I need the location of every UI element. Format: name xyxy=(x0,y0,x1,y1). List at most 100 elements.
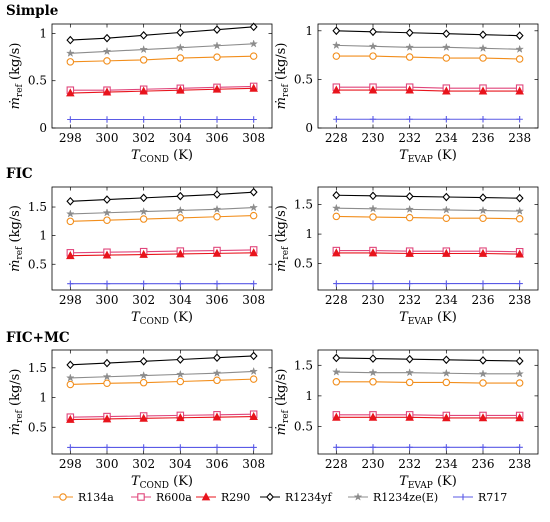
series-r290 xyxy=(332,248,524,258)
data-point-r717 xyxy=(479,444,487,451)
x-axis-label: TEVAP (K) xyxy=(399,474,457,491)
series-line-r290 xyxy=(70,87,254,94)
data-point-r1234ze-e xyxy=(368,368,378,377)
data-point-r717 xyxy=(67,116,74,123)
data-point-r717 xyxy=(369,444,377,451)
data-point-r1234yf xyxy=(139,31,148,40)
legend-marker xyxy=(459,493,467,501)
x-tick-label: 238 xyxy=(508,293,531,307)
data-point-r134a xyxy=(66,58,75,66)
data-point-r1234ze-e xyxy=(65,373,75,382)
data-point-r717 xyxy=(250,280,257,287)
data-point-r717 xyxy=(369,116,377,123)
y-tick-label: 0.5 xyxy=(28,74,47,88)
data-point-r1234yf xyxy=(103,358,111,368)
series-r717 xyxy=(333,116,523,123)
data-point-r1234yf xyxy=(369,191,377,201)
x-tick-label: 304 xyxy=(169,131,192,145)
data-point-r717 xyxy=(406,444,413,451)
series-line-r1234ze-e xyxy=(70,370,254,379)
data-point-r1234ze-e xyxy=(331,203,341,212)
series-r1234yf xyxy=(66,22,258,45)
series-line-r1234yf xyxy=(336,194,520,199)
series-r1234yf xyxy=(332,190,524,203)
legend-marker xyxy=(137,493,145,501)
data-point-r290 xyxy=(249,83,258,92)
data-point-r717 xyxy=(516,444,523,451)
data-point-r1234ze-e xyxy=(249,202,259,212)
series-r1234yf xyxy=(66,351,258,370)
data-point-r290 xyxy=(405,248,414,257)
data-point-r717 xyxy=(369,280,377,287)
legend-label: R1234yf xyxy=(285,491,332,504)
data-point-r290 xyxy=(139,413,148,422)
y-tick-label: 0 xyxy=(305,121,313,135)
data-point-r717 xyxy=(479,280,487,287)
x-tick-label: 236 xyxy=(472,293,495,307)
data-point-r290 xyxy=(102,250,112,259)
data-point-r1234yf xyxy=(442,192,451,202)
data-point-r134a xyxy=(405,53,414,61)
data-point-r134a xyxy=(405,213,414,222)
data-point-r290 xyxy=(249,411,258,420)
group-title-simple: Simple xyxy=(6,3,58,19)
y-tick-label: 1 xyxy=(305,389,313,403)
data-point-r290 xyxy=(139,249,148,258)
data-point-r1234ze-e xyxy=(515,44,525,54)
series-r290 xyxy=(66,248,258,260)
data-point-r717 xyxy=(213,444,221,451)
x-axis-label-unit: (K) xyxy=(433,474,457,489)
data-point-r1234ze-e xyxy=(175,43,185,52)
y-tick-label: 0.5 xyxy=(28,420,47,434)
data-point-r134a xyxy=(369,52,377,60)
data-point-r1234yf xyxy=(139,356,148,366)
x-tick-label: 298 xyxy=(59,457,82,471)
y-axis-label-sub: ref xyxy=(281,83,291,97)
x-axis-label-main: T xyxy=(131,474,141,489)
data-point-r134a xyxy=(249,375,258,383)
data-point-r290 xyxy=(478,248,488,257)
data-point-r1234ze-e xyxy=(102,372,112,381)
series-line-r134a xyxy=(70,215,254,222)
data-point-r134a xyxy=(515,55,524,63)
data-point-r1234ze-e xyxy=(102,208,112,217)
series-r134a xyxy=(66,375,258,389)
data-point-r290 xyxy=(212,84,222,93)
data-point-r290 xyxy=(368,85,378,94)
data-point-r134a xyxy=(176,377,185,386)
data-point-r290 xyxy=(66,251,75,260)
legend-item-r134a: R134a xyxy=(53,491,114,504)
x-tick-label: 300 xyxy=(96,131,119,145)
data-point-r1234yf xyxy=(442,29,451,39)
data-point-r717 xyxy=(140,280,147,287)
group-title-fic: FIC xyxy=(6,166,33,182)
series-line-r600a xyxy=(70,85,254,91)
data-point-r1234yf xyxy=(176,28,185,37)
series-line-r1234yf xyxy=(70,26,254,41)
chart-panel-5: 298 300 302 304 306 308 0.5 1 1.5 TCOND (K) ṁref (… xyxy=(8,349,273,491)
data-point-r717 xyxy=(140,116,147,123)
data-point-r134a xyxy=(139,56,148,64)
data-point-r134a xyxy=(249,52,258,60)
data-point-r1234yf xyxy=(103,195,111,204)
data-point-r290 xyxy=(212,248,222,257)
data-point-r290 xyxy=(102,87,112,96)
series-line-r1234yf xyxy=(70,355,254,366)
data-point-r290 xyxy=(442,86,451,95)
y-tick-label: 1.5 xyxy=(28,200,47,214)
x-tick-label: 230 xyxy=(362,457,385,471)
data-point-r134a xyxy=(405,378,414,387)
data-point-r134a xyxy=(479,379,487,387)
series-r717 xyxy=(333,280,523,287)
data-point-r1234ze-e xyxy=(212,204,222,214)
y-axis-label: ṁref (kg/s) xyxy=(8,43,25,110)
x-tick-label: 304 xyxy=(169,293,192,307)
data-point-r1234yf xyxy=(369,27,377,37)
data-point-r1234ze-e xyxy=(139,206,149,216)
x-axis-label-sub: COND xyxy=(140,155,169,165)
x-tick-label: 304 xyxy=(169,457,192,471)
x-tick-label: 238 xyxy=(508,457,531,471)
data-point-r290 xyxy=(405,85,414,94)
series-line-r600a xyxy=(70,413,254,418)
